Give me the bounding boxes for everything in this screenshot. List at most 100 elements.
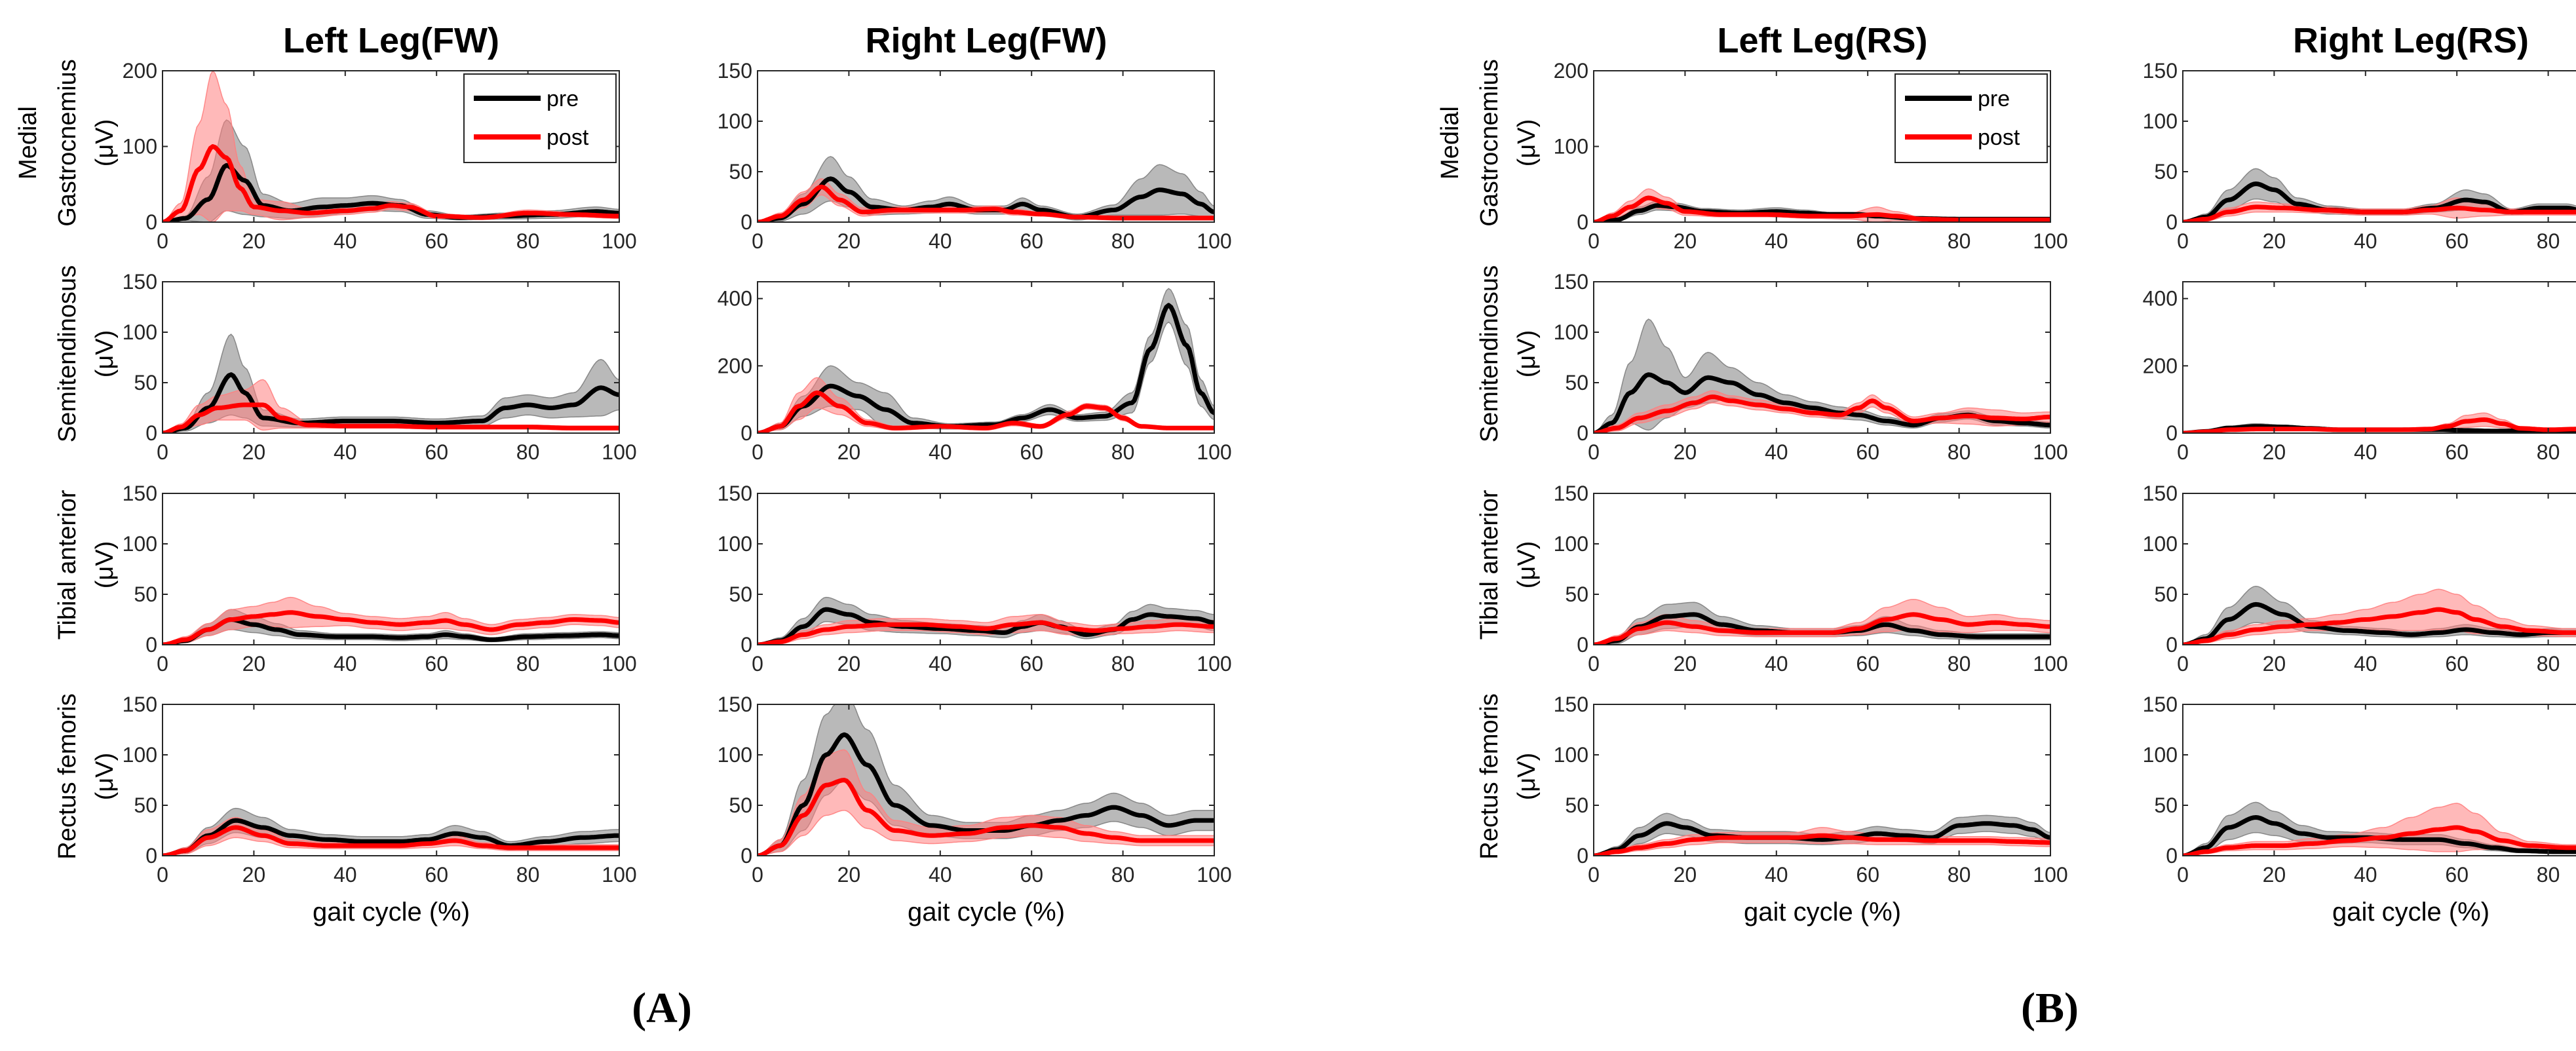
subplot-semitendinosus-left-rs: 0 20 40 60 80 100 0 50 100 150 (1554, 270, 2068, 464)
x-tick-label: 40 (2354, 440, 2377, 464)
x-tick-label: 80 (1948, 652, 1971, 676)
x-tick-label: 40 (334, 229, 357, 253)
y-tick-label: 0 (2166, 421, 2178, 445)
x-axis-label-right-rs: gait cycle (%) (2332, 898, 2489, 927)
pre-mean-line (758, 607, 1214, 645)
y-tick-label: 100 (2143, 109, 2178, 133)
y-tick-label: 200 (123, 59, 157, 83)
post-mean-line (2183, 204, 2576, 222)
y-tick-label: 150 (2143, 693, 2178, 716)
x-tick-label: 80 (2537, 440, 2560, 464)
post-mean-line (163, 825, 619, 856)
y-tick-label: 0 (1577, 421, 1588, 445)
x-tick-label: 60 (2445, 863, 2469, 887)
post-mean-line (2183, 417, 2576, 433)
post-mean-line (758, 390, 1214, 433)
x-tick-label: 80 (516, 229, 540, 253)
y-tick-label: 150 (2143, 59, 2178, 83)
x-tick-label: 20 (2263, 229, 2286, 253)
x-tick-label: 60 (425, 863, 448, 887)
y-tick-label: 0 (740, 210, 752, 234)
x-tick-label: 60 (2445, 652, 2469, 676)
x-tick-label: 100 (1197, 863, 1231, 887)
x-tick-label: 40 (929, 652, 952, 676)
x-tick-label: 20 (2263, 863, 2286, 887)
x-tick-label: 20 (1674, 863, 1697, 887)
y-tick-label: 150 (2143, 482, 2178, 505)
y-tick-label: 50 (1565, 371, 1588, 394)
post-mean-line (163, 402, 619, 433)
post-mean-line (1594, 612, 2050, 645)
y-tick-label: 100 (123, 743, 157, 767)
x-tick-label: 100 (602, 229, 636, 253)
y-tick-label: 150 (1554, 482, 1588, 505)
y-tick-label: 50 (134, 371, 157, 394)
x-tick-label: 60 (1020, 440, 1043, 464)
subplot-rectus-femoris-left-rs: 0 20 40 60 80 100 0 50 100 150 (1554, 693, 2068, 887)
row-unit-tibial-anterior: (μV) (91, 541, 119, 589)
x-tick-label: 40 (929, 863, 952, 887)
x-tick-label: 80 (516, 863, 540, 887)
column-title-left-fw: Left Leg(FW) (283, 21, 499, 60)
x-axis-label-left-rs: gait cycle (%) (1744, 898, 1901, 927)
x-tick-label: 60 (1020, 652, 1043, 676)
y-tick-label: 0 (740, 633, 752, 657)
y-tick-label: 200 (718, 354, 752, 377)
row-label-tibial-anterior-b: Tibial anterior (1476, 489, 1503, 640)
x-tick-label: 80 (1948, 229, 1971, 253)
post-mean-line (758, 778, 1214, 856)
y-tick-label: 400 (718, 287, 752, 311)
x-tick-label: 20 (837, 863, 861, 887)
post-mean-line (758, 184, 1214, 222)
axes-box (2182, 704, 2576, 856)
x-tick-label: 0 (2177, 229, 2189, 253)
x-tick-label: 60 (1020, 863, 1043, 887)
x-tick-label: 100 (1197, 229, 1231, 253)
y-tick-label: 100 (1554, 743, 1588, 767)
x-tick-label: 100 (602, 863, 636, 887)
y-tick-label: 50 (729, 583, 752, 606)
y-tick-label: 50 (134, 583, 157, 606)
x-tick-label: 60 (1856, 652, 1879, 676)
row-label-semitendinosus-b: Semitendinosus (1476, 265, 1503, 442)
post-mean-line (1594, 833, 2050, 856)
x-tick-label: 20 (2263, 440, 2286, 464)
x-tick-label: 80 (1948, 863, 1971, 887)
x-tick-label: 40 (334, 863, 357, 887)
x-tick-label: 100 (1197, 440, 1231, 464)
y-tick-label: 150 (123, 693, 157, 716)
y-tick-label: 50 (1565, 583, 1588, 606)
x-tick-label: 0 (2177, 652, 2189, 676)
x-tick-label: 60 (425, 229, 448, 253)
x-tick-label: 20 (1674, 440, 1697, 464)
x-tick-label: 0 (752, 863, 763, 887)
y-tick-label: 0 (1577, 210, 1588, 234)
x-tick-label: 40 (2354, 229, 2377, 253)
post-mean-line (163, 610, 619, 645)
x-tick-label: 0 (752, 652, 763, 676)
x-tick-label: 0 (157, 863, 168, 887)
x-tick-label: 20 (242, 440, 266, 464)
pre-mean-line (758, 303, 1214, 433)
axes-box (1593, 704, 2051, 856)
x-tick-label: 40 (334, 652, 357, 676)
x-tick-label: 100 (1197, 652, 1231, 676)
y-tick-label: 0 (1577, 844, 1588, 868)
post-mean-line (758, 620, 1214, 645)
row-label-semitendinosus: Semitendinosus (54, 265, 81, 442)
row-label-gastrocnemius-line1: Medial (14, 106, 42, 180)
x-tick-label: 40 (1765, 652, 1788, 676)
x-tick-label: 80 (1948, 440, 1971, 464)
subplot-tibial-anterior-right-fw: 0 20 40 60 80 100 0 50 100 150 (718, 482, 1232, 676)
post-mean-line (163, 144, 619, 222)
y-tick-label: 50 (134, 793, 157, 817)
axes-box (2182, 493, 2576, 645)
y-tick-label: 100 (1554, 135, 1588, 159)
y-tick-label: 150 (123, 482, 157, 505)
axes-box (1593, 493, 2051, 645)
axes-box (757, 704, 1215, 856)
y-tick-label: 0 (2166, 633, 2178, 657)
y-tick-label: 50 (2154, 793, 2178, 817)
